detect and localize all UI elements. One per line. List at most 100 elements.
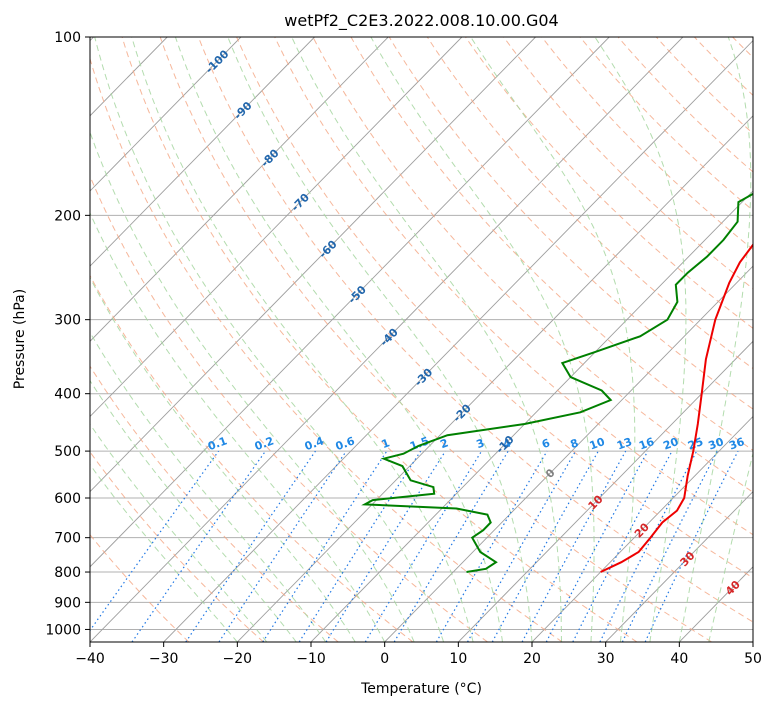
- moist-adiabat-line: [131, 37, 474, 642]
- dry-adiabat-line: [121, 37, 638, 642]
- ticks: −40 −30 −20 −10 0 10 20 30 40 5010020030040050060…: [45, 30, 762, 667]
- dry-adiabat-line: [465, 37, 753, 329]
- dry-adiabat-line: [617, 37, 753, 173]
- background-lines: [90, 37, 753, 642]
- mixing-ratio-line: [185, 450, 316, 642]
- isotherm-line: [163, 39, 753, 642]
- plot-background: [90, 37, 753, 642]
- moist-adiabat-line: [90, 130, 415, 642]
- isotherm-line: [90, 37, 684, 642]
- mixing-ratio-label: 13: [615, 435, 634, 452]
- mixing-ratio-line: [131, 450, 266, 642]
- isotherm-line: [90, 37, 463, 418]
- moist-adiabat-line: [470, 37, 636, 642]
- x-tick-label: 40: [670, 651, 688, 667]
- moist-adiabat-line: [90, 423, 268, 642]
- temperature-profile-line: [600, 243, 753, 573]
- mixing-ratio-label: 0.4: [303, 434, 326, 453]
- isotherm-line: [384, 265, 753, 642]
- dry-adiabat-line: [350, 37, 753, 451]
- chart-title: wetPf2_C2E3.2022.008.10.00.G04: [284, 11, 558, 31]
- moist-adiabat-line: [370, 37, 595, 642]
- mixing-ratio-label: 36: [727, 435, 746, 453]
- y-tick-label: 800: [54, 565, 81, 581]
- plot-frame: [89, 36, 754, 643]
- dry-adiabat-line: [312, 37, 753, 493]
- dry-adiabat-line: [90, 174, 488, 642]
- mixing-ratio-label: 8: [569, 436, 581, 451]
- moist-adiabat-line: [174, 37, 503, 642]
- mixing-ratio-label: 0.1: [206, 434, 229, 453]
- isotherm-line: [237, 115, 753, 642]
- moist-adiabat-line: [90, 331, 327, 642]
- mixing-ratio-label: 0.6: [334, 434, 357, 453]
- x-tick-label: −10: [296, 651, 326, 667]
- dry-adiabat-line: [90, 451, 264, 642]
- isotherm-line: [90, 37, 389, 342]
- mixing-ratio-line: [298, 450, 422, 642]
- mixing-ratio-label: 20: [661, 435, 680, 453]
- mixing-ratio-label: 2: [438, 436, 450, 451]
- mixing-ratio-line: [262, 450, 388, 642]
- x-tick-label: −40: [75, 651, 105, 667]
- moist-adiabat-line: [90, 463, 238, 642]
- moist-adiabat-line: [678, 37, 752, 642]
- moist-adiabat-line: [94, 37, 445, 642]
- moist-adiabat-line: [594, 37, 687, 642]
- mixing-ratio-line: [364, 450, 483, 642]
- mixing-ratio-label: 30: [707, 435, 726, 453]
- y-tick-label: 400: [54, 387, 81, 403]
- moist-adiabat-line: [291, 37, 562, 642]
- dry-adiabat-line: [274, 37, 753, 536]
- mixing-ratio-label: 4: [501, 436, 513, 451]
- mixing-ratio-line: [521, 450, 627, 642]
- mixing-ratio-line: [621, 450, 718, 642]
- moist-adiabat-line: [708, 451, 753, 642]
- x-tick-label: 30: [597, 651, 615, 667]
- mixing-ratio-label: 6: [540, 436, 552, 451]
- mixing-ratio-line: [644, 450, 739, 642]
- x-tick-label: 10: [449, 651, 467, 667]
- y-tick-label: 1000: [45, 622, 81, 638]
- dry-adiabat-line: [579, 37, 753, 212]
- mixing-ratio-line: [545, 450, 649, 642]
- moist-adiabat-line: [90, 276, 356, 642]
- y-tick-label: 200: [54, 208, 81, 224]
- y-tick-label: 500: [54, 444, 81, 460]
- mixing-ratio-label: 3: [475, 436, 487, 451]
- x-axis-label: Temperature (°C): [360, 681, 482, 697]
- mixing-ratio-line: [435, 450, 548, 642]
- dry-adiabat-line: [388, 37, 753, 410]
- y-tick-label: 700: [54, 531, 81, 547]
- dry-adiabat-line: [90, 57, 563, 642]
- x-tick-label: −30: [149, 651, 179, 667]
- dewpoint-profile-line: [361, 192, 753, 573]
- y-tick-label: 300: [54, 313, 81, 329]
- mixing-ratio-line: [218, 450, 347, 642]
- isotherm-line: [458, 340, 753, 642]
- mixing-ratio-line: [393, 450, 509, 642]
- y-tick-label: 900: [54, 595, 81, 611]
- mixing-ratio-label: 10: [588, 435, 607, 453]
- mixing-ratio-label: 16: [637, 435, 656, 453]
- mixing-ratio-label: 0.2: [253, 434, 276, 453]
- isotherm-line: [90, 37, 242, 192]
- moist-adiabat-line: [227, 37, 533, 642]
- grid-layer: [90, 37, 753, 642]
- x-tick-label: 0: [380, 651, 389, 667]
- x-tick-label: −20: [223, 651, 253, 667]
- mixing-ratio-line: [90, 450, 220, 632]
- y-tick-label: 100: [54, 30, 81, 46]
- y-axis-label: Pressure (hPa): [12, 289, 28, 389]
- dry-adiabat-line: [159, 37, 712, 642]
- isotherm-line: [310, 190, 753, 642]
- isotherm-labels: 0.1 0.2 0.4 0.6 1 1.5 2 3 4 6 8 10 13 16 20 25 30 36-100-…: [203, 47, 747, 598]
- moist-adiabat-line: [90, 211, 386, 642]
- dry-adiabat-line: [236, 37, 753, 579]
- dry-adiabat-line: [426, 37, 753, 370]
- y-tick-label: 600: [54, 491, 81, 507]
- isotherm-line: [605, 491, 753, 642]
- isotherm-line: [531, 415, 753, 642]
